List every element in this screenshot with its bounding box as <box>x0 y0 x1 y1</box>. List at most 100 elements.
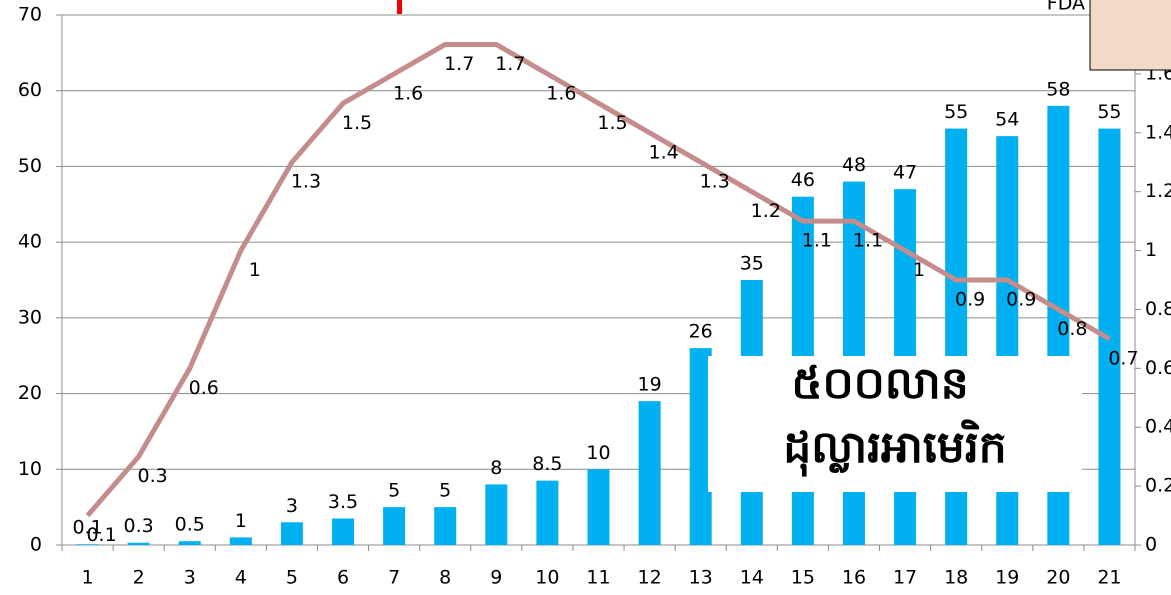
x-tick-label: 3 <box>184 567 196 589</box>
bar-value-label: 8 <box>490 457 502 479</box>
line-value-label: 1.6 <box>393 82 423 104</box>
bar-value-label: 55 <box>944 101 968 123</box>
bar-value-label: 8.5 <box>532 453 562 475</box>
bar-value-label: 0.5 <box>175 514 205 536</box>
x-tick-label: 5 <box>286 567 298 589</box>
bar-value-label: 5 <box>388 480 400 502</box>
image-caption: FDA <box>1047 0 1085 15</box>
line-value-label: 0.1 <box>86 524 116 546</box>
bar <box>638 401 661 545</box>
line-value-label: 0.7 <box>1108 347 1138 369</box>
bar <box>178 541 201 545</box>
x-tick-label: 21 <box>1097 567 1121 589</box>
y-tick-label: 10 <box>18 458 42 480</box>
x-tick-label: 17 <box>893 567 917 589</box>
bar <box>689 348 712 545</box>
x-tick-label: 20 <box>1046 567 1070 589</box>
line-value-label: 0.3 <box>138 465 168 487</box>
line-value-label: 0.6 <box>189 377 219 399</box>
y2-tick-label: 0 <box>1145 534 1157 556</box>
x-tick-label: 19 <box>995 567 1019 589</box>
x-tick-label: 2 <box>133 567 145 589</box>
overlay-subtitle: ដុល្លារអាមេរិក <box>783 419 1006 477</box>
bar <box>434 507 457 545</box>
bar-value-label: 19 <box>638 374 662 396</box>
bar-value-label: 54 <box>995 109 1019 131</box>
bar-value-label: 0.1 <box>72 517 102 539</box>
x-tick-label: 6 <box>337 567 349 589</box>
bar-value-label: 58 <box>1046 78 1070 100</box>
x-tick-label: 10 <box>535 567 559 589</box>
y-tick-label: 30 <box>18 306 42 328</box>
line-value-label: 1.5 <box>342 112 372 134</box>
line-value-label: 0.9 <box>955 289 985 311</box>
bar-value-label: 46 <box>791 169 815 191</box>
x-tick-label: 8 <box>439 567 451 589</box>
bar-value-label: 3 <box>286 495 298 517</box>
y-tick-label: 20 <box>18 382 42 404</box>
bar <box>127 542 150 545</box>
bar-value-label: 48 <box>842 154 866 176</box>
bar-value-label: 55 <box>1097 101 1121 123</box>
line <box>85 41 1111 518</box>
line-value-label: 1.2 <box>751 200 781 222</box>
bar-value-label: 10 <box>586 442 610 464</box>
y2-tick-label: 1.2 <box>1145 180 1171 202</box>
x-tick-label: 13 <box>689 567 713 589</box>
y2-tick-label: 0.8 <box>1145 298 1171 320</box>
line-value-label: 1 <box>913 259 925 281</box>
x-tick-label: 1 <box>82 567 94 589</box>
x-tick-label: 16 <box>842 567 866 589</box>
bar <box>587 469 610 545</box>
line-value-label: 1.1 <box>802 230 832 252</box>
y-tick-label: 70 <box>18 4 42 26</box>
line-value-label: 1.7 <box>444 53 474 75</box>
overlay-box <box>708 356 1082 492</box>
line-value-label: 1 <box>249 259 261 281</box>
x-tick-label: 4 <box>235 567 247 589</box>
bar <box>229 537 252 545</box>
line-value-label: 1.3 <box>291 171 321 193</box>
y2-tick-label: 1.4 <box>1145 121 1171 143</box>
y-tick-label: 40 <box>18 231 42 253</box>
y-tick-label: 60 <box>18 79 42 101</box>
bar-value-label: 5 <box>439 480 451 502</box>
bar-value-label: 3.5 <box>328 491 358 513</box>
bar-value-label: 26 <box>689 321 713 343</box>
bar-value-label: 1 <box>235 510 247 532</box>
red-mark <box>397 0 402 14</box>
line-value-label: 1.5 <box>597 112 627 134</box>
bar <box>383 507 406 545</box>
line-value-label: 0.8 <box>1057 318 1087 340</box>
image-frame <box>1089 0 1171 71</box>
y2-tick-label: 0.2 <box>1145 475 1171 497</box>
bar-value-label: 47 <box>893 162 917 184</box>
bar <box>280 522 303 545</box>
line-value-label: 1.3 <box>700 171 730 193</box>
x-tick-label: 12 <box>638 567 662 589</box>
line-value-label: 1.7 <box>495 53 525 75</box>
line-value-label: 1.1 <box>853 230 883 252</box>
bar-value-label: 35 <box>740 253 764 275</box>
x-tick-label: 18 <box>944 567 968 589</box>
line-value-label: 1.4 <box>648 141 678 163</box>
x-tick-label: 14 <box>740 567 764 589</box>
bar <box>536 480 559 545</box>
line-value-label: 0.9 <box>1006 289 1036 311</box>
y2-tick-label: 0.4 <box>1145 416 1171 438</box>
y-tick-label: 50 <box>18 155 42 177</box>
bar <box>485 484 508 545</box>
y2-tick-label: 0.6 <box>1145 357 1171 379</box>
x-tick-label: 7 <box>388 567 400 589</box>
y-tick-label: 0 <box>30 534 42 556</box>
bar <box>76 544 99 545</box>
x-tick-label: 9 <box>490 567 502 589</box>
line-value-label: 1.6 <box>546 82 576 104</box>
overlay-title: ៥០០លាន <box>791 358 968 409</box>
bar-value-label: 0.3 <box>124 515 154 537</box>
y2-tick-label: 1 <box>1145 239 1157 261</box>
x-tick-label: 15 <box>791 567 815 589</box>
bar <box>332 518 355 545</box>
